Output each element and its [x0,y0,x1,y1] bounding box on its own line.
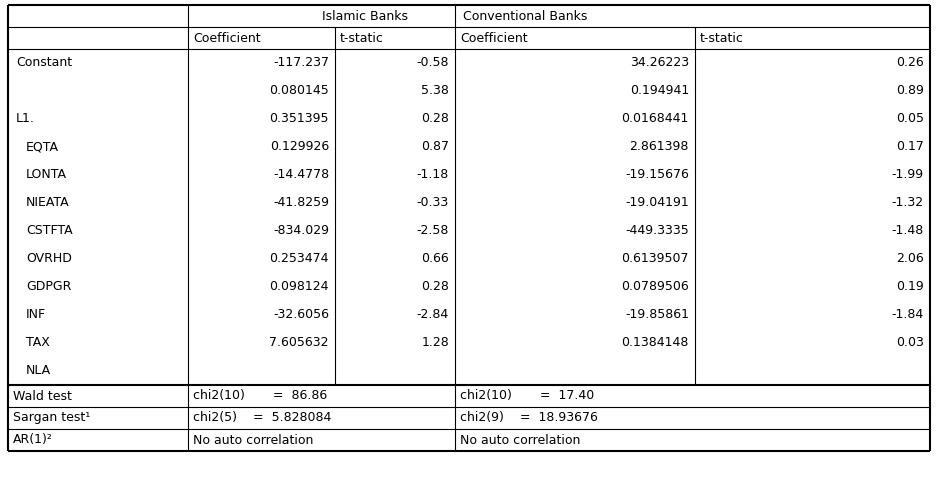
Text: 2.06: 2.06 [896,252,924,265]
Text: 0.17: 0.17 [896,140,924,153]
Text: chi2(10)       =  17.40: chi2(10) = 17.40 [460,389,594,402]
Text: GDPGR: GDPGR [26,281,72,294]
Text: 0.28: 0.28 [421,281,449,294]
Text: -0.33: -0.33 [416,196,449,209]
Text: 34.26223: 34.26223 [630,57,689,69]
Text: -0.58: -0.58 [416,57,449,69]
Text: 0.28: 0.28 [421,113,449,125]
Text: 5.38: 5.38 [421,84,449,98]
Text: 0.0168441: 0.0168441 [622,113,689,125]
Text: 0.26: 0.26 [896,57,924,69]
Text: -19.04191: -19.04191 [625,196,689,209]
Text: TAX: TAX [26,336,50,350]
Text: 0.129926: 0.129926 [269,140,329,153]
Text: Coefficient: Coefficient [193,32,261,45]
Text: CSTFTA: CSTFTA [26,225,73,238]
Text: 0.080145: 0.080145 [269,84,329,98]
Text: 0.098124: 0.098124 [269,281,329,294]
Text: 0.89: 0.89 [896,84,924,98]
Text: -19.15676: -19.15676 [625,169,689,182]
Text: No auto correlation: No auto correlation [460,434,580,446]
Text: 0.66: 0.66 [421,252,449,265]
Text: 0.19: 0.19 [896,281,924,294]
Text: NIEATA: NIEATA [26,196,70,209]
Text: Wald test: Wald test [13,389,72,402]
Text: 2.861398: 2.861398 [629,140,689,153]
Text: 0.05: 0.05 [896,113,924,125]
Text: -1.18: -1.18 [416,169,449,182]
Text: t-static: t-static [340,32,384,45]
Text: -1.84: -1.84 [892,309,924,321]
Text: -1.99: -1.99 [892,169,924,182]
Text: 1.28: 1.28 [421,336,449,350]
Text: EQTA: EQTA [26,140,59,153]
Text: 0.6139507: 0.6139507 [622,252,689,265]
Text: 0.253474: 0.253474 [269,252,329,265]
Text: -14.4778: -14.4778 [273,169,329,182]
Text: t-static: t-static [700,32,744,45]
Text: Conventional Banks: Conventional Banks [463,9,588,22]
Text: Coefficient: Coefficient [460,32,528,45]
Text: -117.237: -117.237 [273,57,329,69]
Text: -834.029: -834.029 [273,225,329,238]
Text: 0.0789506: 0.0789506 [622,281,689,294]
Text: -1.48: -1.48 [892,225,924,238]
Text: AR(1)²: AR(1)² [13,434,53,446]
Text: -1.32: -1.32 [892,196,924,209]
Text: 0.03: 0.03 [896,336,924,350]
Text: -449.3335: -449.3335 [625,225,689,238]
Text: INF: INF [26,309,46,321]
Text: chi2(10)       =  86.86: chi2(10) = 86.86 [193,389,327,402]
Text: -41.8259: -41.8259 [273,196,329,209]
Text: -2.84: -2.84 [416,309,449,321]
Text: 0.194941: 0.194941 [630,84,689,98]
Text: Islamic Banks: Islamic Banks [321,9,408,22]
Text: 0.1384148: 0.1384148 [622,336,689,350]
Text: OVRHD: OVRHD [26,252,72,265]
Text: Constant: Constant [16,57,73,69]
Text: Sargan test¹: Sargan test¹ [13,412,90,425]
Text: L1.: L1. [16,113,35,125]
Text: 0.87: 0.87 [421,140,449,153]
Text: -2.58: -2.58 [416,225,449,238]
Text: LONTA: LONTA [26,169,67,182]
Text: chi2(5)    =  5.828084: chi2(5) = 5.828084 [193,412,332,425]
Text: chi2(9)    =  18.93676: chi2(9) = 18.93676 [460,412,598,425]
Text: -32.6056: -32.6056 [273,309,329,321]
Text: 7.605632: 7.605632 [269,336,329,350]
Text: NLA: NLA [26,365,51,377]
Text: No auto correlation: No auto correlation [193,434,314,446]
Text: -19.85861: -19.85861 [625,309,689,321]
Text: 0.351395: 0.351395 [269,113,329,125]
